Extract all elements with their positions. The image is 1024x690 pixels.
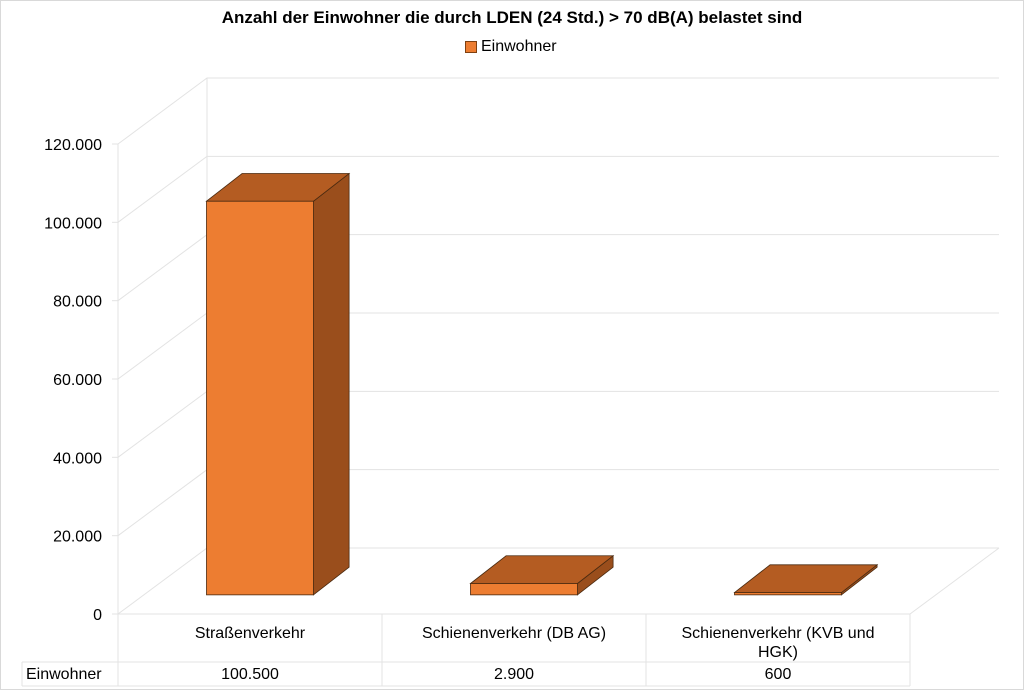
y-tick-label: 120.000 — [44, 137, 102, 154]
legend: Einwohner — [465, 38, 557, 56]
bar — [206, 200, 314, 596]
y-tick-label: 80.000 — [53, 294, 102, 311]
y-tick-label: 0 — [93, 607, 102, 624]
bar-top — [733, 564, 879, 593]
gridline — [117, 77, 999, 145]
y-tick-label: 40.000 — [53, 450, 102, 467]
category-label: Schienenverkehr (KVB und — [682, 625, 875, 642]
chart-title: Anzahl der Einwohner die durch LDEN (24 … — [221, 8, 803, 27]
bar-side — [313, 172, 350, 596]
category-label: Straßenverkehr — [195, 625, 306, 642]
bar — [734, 592, 842, 596]
legend-label: Einwohner — [481, 38, 557, 55]
y-tick-label: 20.000 — [53, 529, 102, 546]
bar — [470, 583, 578, 596]
y-tick-label: 60.000 — [53, 372, 102, 389]
category-label: Schienenverkehr (DB AG) — [422, 625, 606, 642]
table-value: 600 — [765, 666, 792, 683]
table-value: 2.900 — [494, 666, 534, 683]
table-row-header: Einwohner — [26, 666, 102, 683]
y-tick-label: 100.000 — [44, 215, 102, 232]
category-label-cont: HGK) — [758, 644, 798, 661]
legend-swatch — [465, 41, 477, 53]
table-value: 100.500 — [221, 666, 279, 683]
